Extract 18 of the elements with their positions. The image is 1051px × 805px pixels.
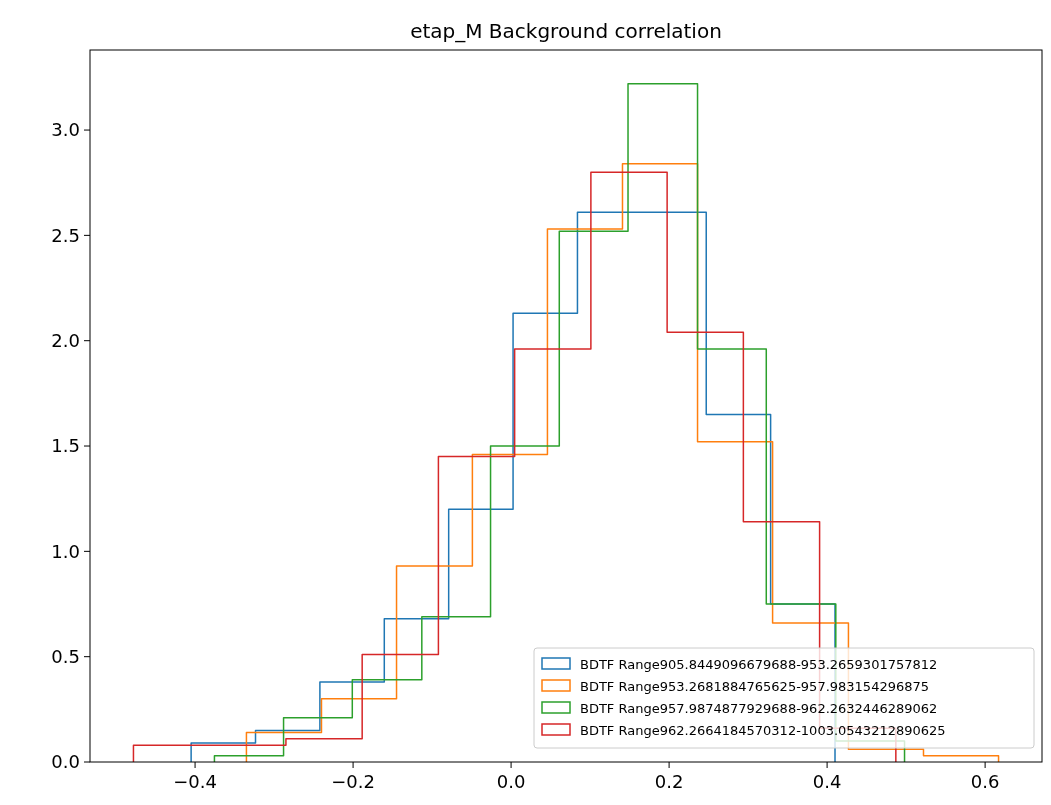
x-tick-label: 0.6 <box>970 771 1000 792</box>
x-tick-label: 0.0 <box>496 771 526 792</box>
y-tick-label: 0.5 <box>51 645 80 667</box>
chart-title: etap_M Background correlation <box>410 19 722 43</box>
y-tick-label: 1.0 <box>51 540 80 562</box>
x-tick-label: 0.4 <box>812 771 842 792</box>
y-tick-label: 0.0 <box>51 751 80 773</box>
x-tick-label: −0.4 <box>173 771 217 792</box>
y-tick-label: 2.5 <box>51 224 80 246</box>
legend-label: BDTF Range953.2681884765625-957.983154296875 <box>580 678 930 694</box>
legend-label: BDTF Range962.2664184570312-1003.0543212890625 <box>580 722 946 738</box>
x-tick-label: 0.2 <box>654 771 684 792</box>
y-tick-label: 1.5 <box>51 435 80 457</box>
y-tick-label: 2.0 <box>51 330 80 351</box>
legend-label: BDTF Range957.9874877929688-962.2632446289062 <box>580 700 938 716</box>
legend-label: BDTF Range905.8449096679688-953.2659301757812 <box>580 656 938 672</box>
x-tick-label: −0.2 <box>331 771 375 792</box>
y-tick-label: 3.0 <box>51 119 80 141</box>
